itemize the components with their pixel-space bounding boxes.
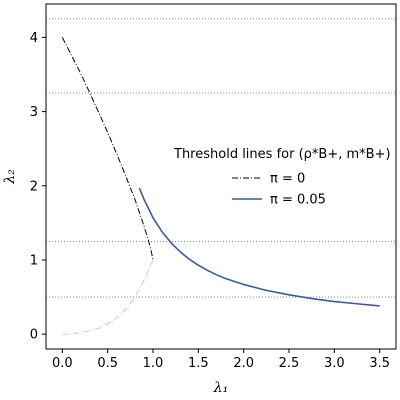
y-axis-ticks: 0 1 2 3 4 <box>30 31 46 343</box>
series-line-2 <box>138 187 380 307</box>
series-line-1 <box>62 259 154 335</box>
plot-frame <box>45 3 397 350</box>
x-tick-label: 3.0 <box>324 356 345 371</box>
y-tick-label: 2 <box>30 179 38 194</box>
x-tick-label: 1.0 <box>143 356 164 371</box>
x-tick-label: 2.0 <box>233 356 254 371</box>
x-tick-label: 0.0 <box>52 356 73 371</box>
legend-title: Threshold lines for (ρ*B+, m*B+) <box>173 147 391 162</box>
y-axis-label: λ₂ <box>2 169 18 185</box>
x-axis-label: λ₁ <box>213 380 229 396</box>
x-tick-label: 2.5 <box>279 356 300 371</box>
legend-label: π = 0.05 <box>270 193 326 208</box>
x-tick-label: 1.5 <box>188 356 209 371</box>
series-lines <box>61 37 380 335</box>
series-line-0 <box>61 37 154 261</box>
legend: Threshold lines for (ρ*B+, m*B+) π = 0 π … <box>173 147 391 208</box>
x-tick-label: 3.5 <box>369 356 390 371</box>
x-axis-ticks: 0.0 0.5 1.0 1.5 2.0 2.5 3.0 3.5 <box>52 349 390 371</box>
y-tick-label: 1 <box>30 253 38 268</box>
y-tick-label: 0 <box>30 328 38 343</box>
y-tick-label: 4 <box>30 31 38 46</box>
threshold-lines <box>46 18 396 298</box>
legend-label: π = 0 <box>270 172 305 187</box>
x-tick-label: 0.5 <box>97 356 118 371</box>
y-tick-label: 3 <box>30 105 38 120</box>
